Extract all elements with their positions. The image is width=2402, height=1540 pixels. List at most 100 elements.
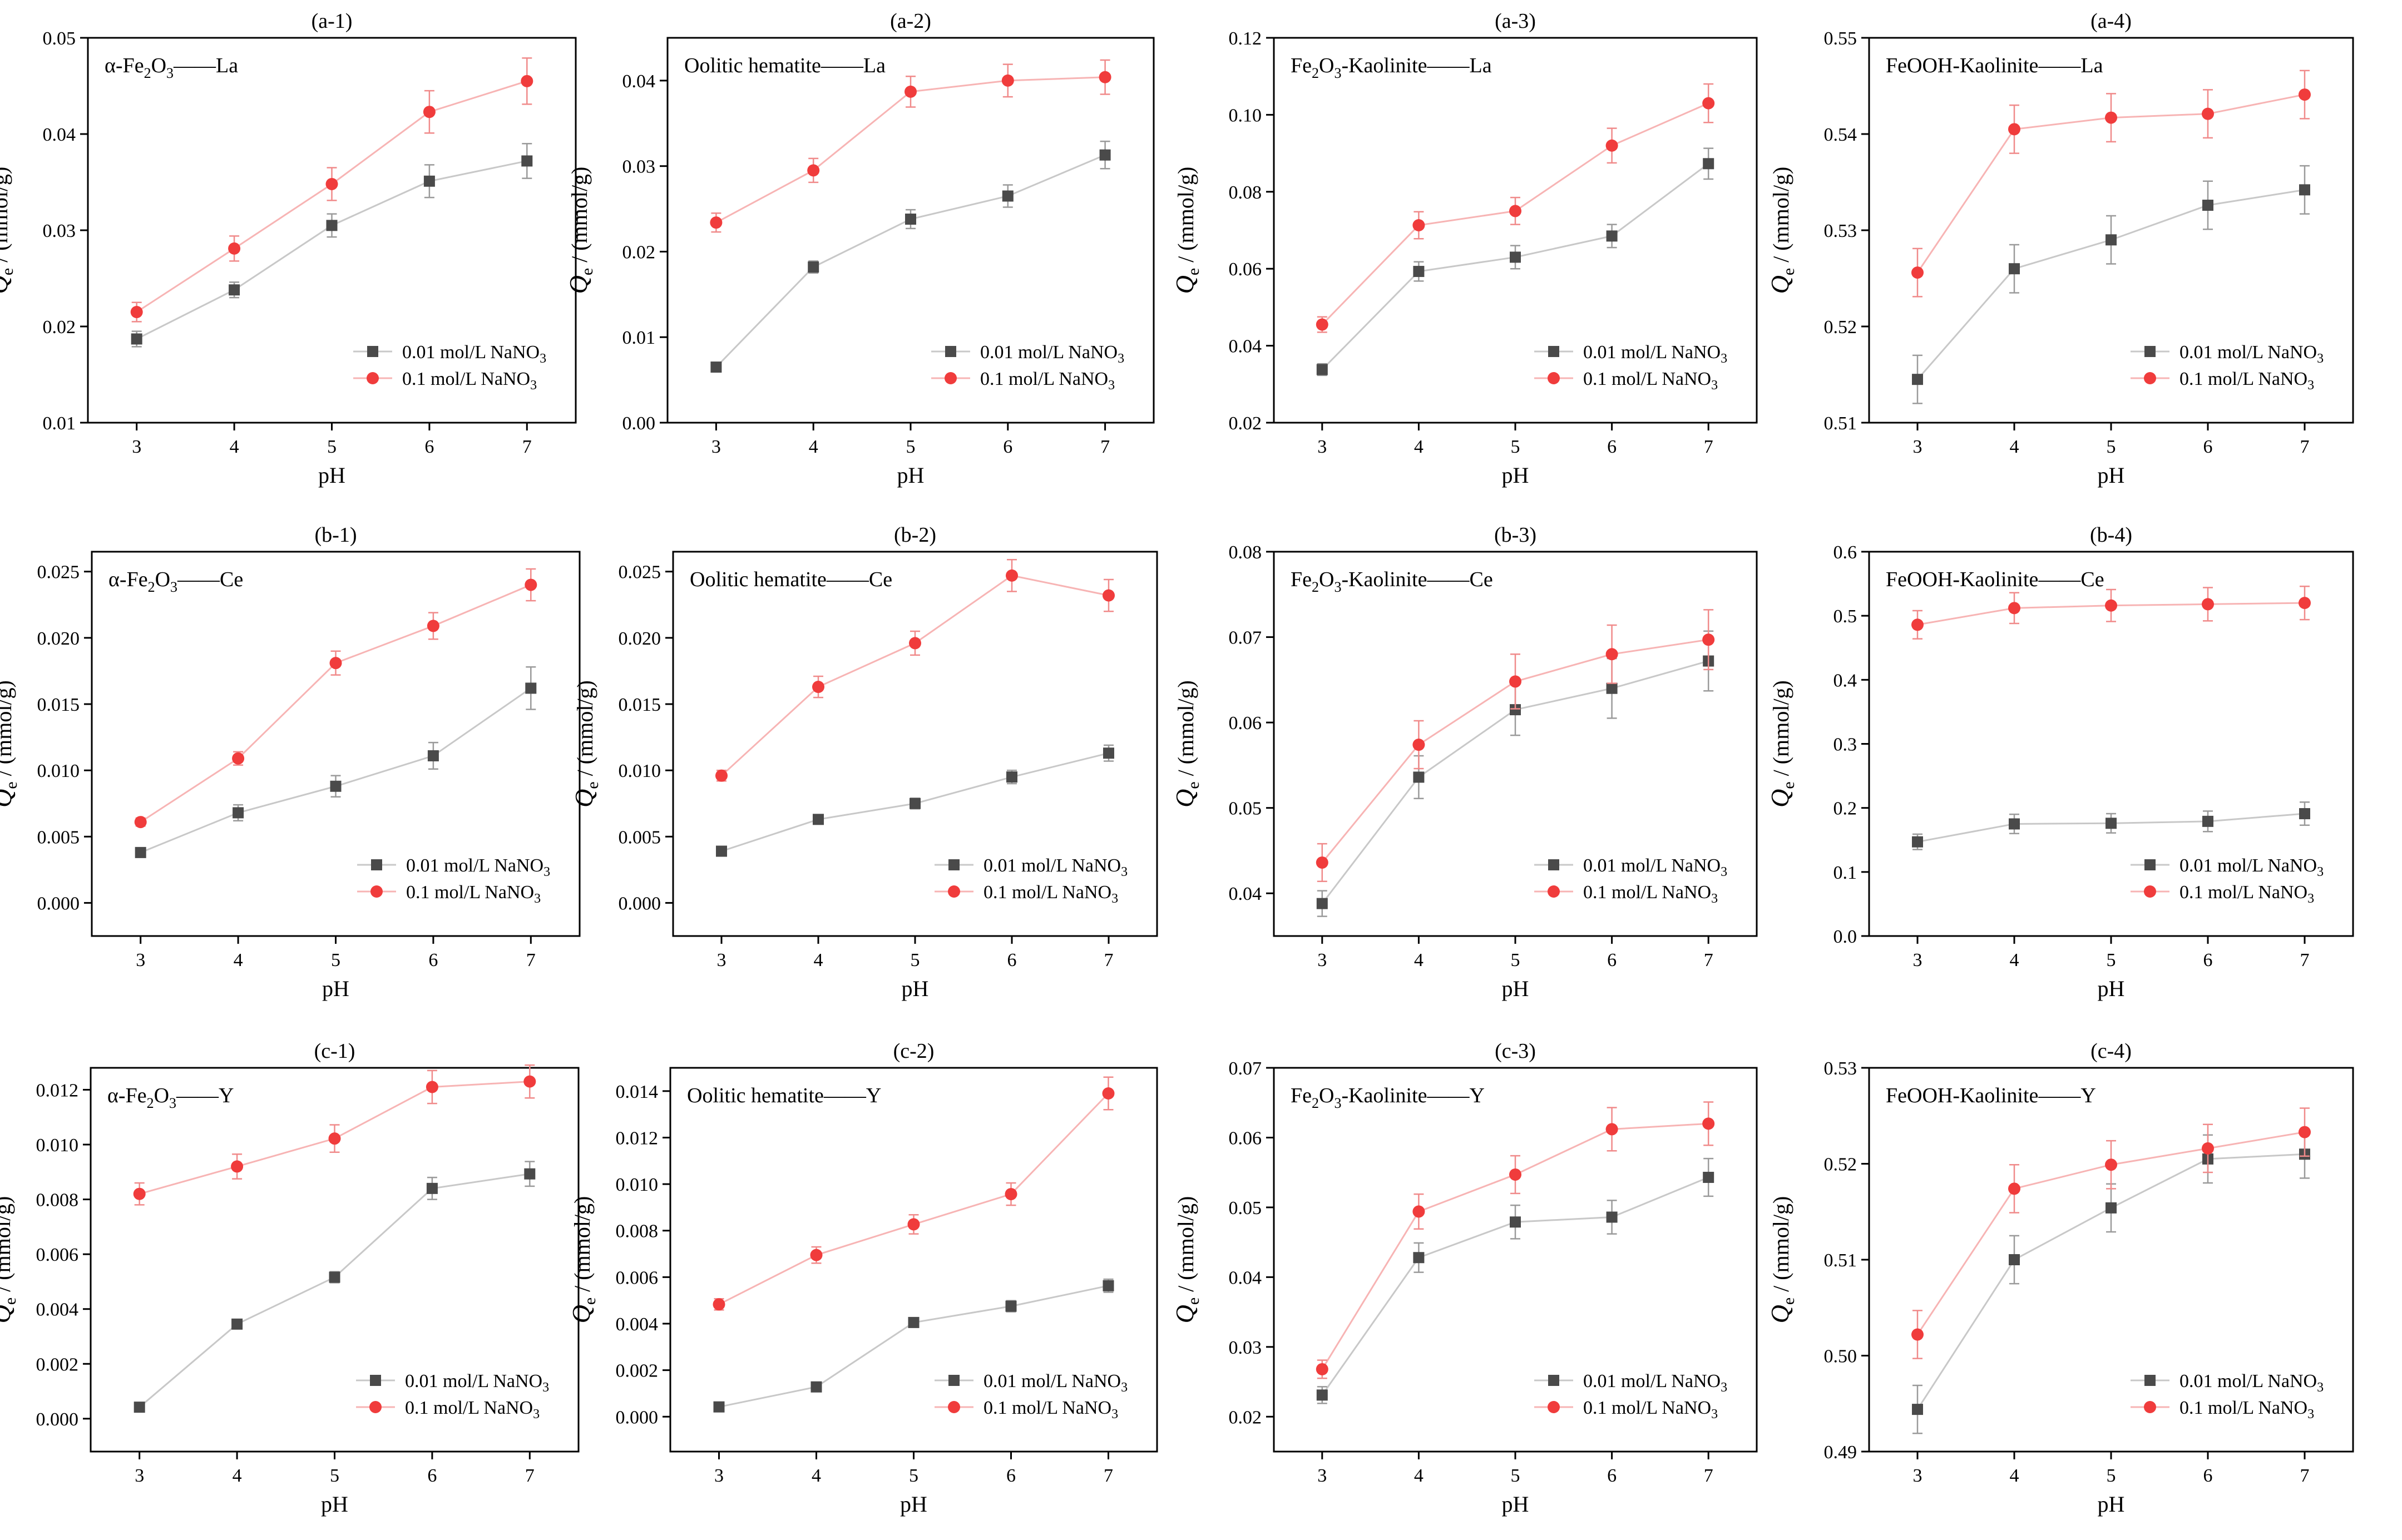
panel-title: (c-1) [314, 1039, 355, 1063]
legend-label: 0.1 mol/L NaNO3 [406, 882, 541, 906]
data-point-square [524, 1168, 536, 1180]
legend-entry-1: 0.1 mol/L NaNO3 [2131, 882, 2314, 906]
y-axis-title: Qe / (mmol/g) [1766, 680, 1798, 808]
y-tick-label: 0.1 [1833, 863, 1857, 883]
data-point-square [521, 155, 533, 167]
y-tick-label: 0.000 [36, 1409, 79, 1430]
x-tick-label: 7 [525, 1465, 535, 1486]
panel-title: (a-3) [1495, 9, 1536, 33]
y-tick-label: 0.53 [1824, 221, 1857, 241]
x-tick-label: 5 [909, 1465, 918, 1486]
data-point-circle [427, 620, 439, 632]
legend-entry-0: 0.01 mol/L NaNO3 [357, 855, 550, 879]
legend-label: 0.01 mol/L NaNO3 [1583, 855, 1727, 879]
x-tick-label: 4 [233, 1465, 242, 1486]
series-1 [715, 559, 1115, 782]
data-point-circle [523, 1075, 536, 1088]
legend-entry-0: 0.01 mol/L NaNO3 [1534, 855, 1727, 879]
panel-label: Fe2O3-Kaolinite——Ce [1291, 568, 1493, 595]
y-tick-label: 0.008 [616, 1221, 659, 1242]
data-point-circle [1316, 1363, 1328, 1375]
data-point-circle [2202, 598, 2214, 611]
y-tick-label: 0.04 [43, 125, 76, 145]
data-point-square [1103, 747, 1114, 759]
x-tick-label: 7 [1704, 950, 1713, 970]
y-tick-label: 0.08 [1229, 542, 1262, 563]
data-point-circle [810, 1249, 823, 1261]
y-tick-label: 0.3 [1833, 735, 1857, 755]
data-point-square [1510, 251, 1521, 263]
series-0 [716, 744, 1114, 857]
y-axis-title: Qe / (mmol/g) [1170, 1196, 1203, 1324]
data-point-square [1103, 1280, 1114, 1291]
data-point-square [905, 214, 916, 225]
legend-marker-square [371, 859, 382, 870]
x-axis-title: pH [321, 1492, 348, 1517]
legend-label: 0.01 mol/L NaNO3 [2179, 855, 2324, 879]
data-point-circle [2008, 1182, 2020, 1195]
y-tick-label: 0.06 [1229, 1128, 1262, 1148]
legend-entry-1: 0.1 mol/L NaNO3 [353, 369, 537, 393]
data-point-circle [2008, 123, 2020, 136]
y-tick-label: 0.025 [619, 562, 661, 583]
series-0 [131, 143, 533, 348]
series-0 [1316, 147, 1714, 377]
data-point-square [1006, 771, 1017, 783]
y-tick-label: 0.02 [1229, 413, 1262, 434]
data-point-square [231, 1318, 243, 1330]
legend-label: 0.01 mol/L NaNO3 [983, 855, 1128, 879]
x-tick-label: 5 [330, 1465, 339, 1486]
panel-label: α-Fe2O3——Y [107, 1084, 234, 1111]
legend-marker-circle [370, 885, 383, 898]
series-1 [713, 1076, 1115, 1311]
legend-marker-circle [367, 372, 379, 384]
legend-label: 0.01 mol/L NaNO3 [1583, 342, 1727, 366]
x-tick-label: 5 [2107, 1465, 2116, 1486]
data-point-circle [1412, 739, 1425, 751]
y-tick-label: 0.03 [622, 157, 656, 177]
panel-label: Fe2O3-Kaolinite——Y [1291, 1084, 1485, 1111]
x-axis-title: pH [1502, 463, 1529, 488]
data-point-square [810, 1381, 822, 1393]
x-tick-label: 6 [428, 950, 438, 970]
panel-label: FeOOH-Kaolinite——Ce [1886, 568, 2104, 591]
y-axis-title: Qe / (mmol/g) [0, 167, 17, 294]
y-tick-label: 0.006 [616, 1267, 659, 1288]
legend-entry-1: 0.1 mol/L NaNO3 [2131, 1398, 2314, 1422]
panel-label: Oolitic hematite——La [684, 54, 886, 77]
data-point-circle [231, 1160, 244, 1173]
y-tick-label: 0.004 [36, 1300, 79, 1320]
data-point-circle [2299, 597, 2311, 610]
data-point-circle [1005, 1188, 1017, 1201]
y-tick-label: 0.004 [616, 1314, 659, 1335]
y-tick-label: 0.4 [1833, 670, 1857, 691]
y-tick-label: 0.01 [43, 413, 76, 434]
y-tick-label: 0.000 [37, 893, 80, 914]
legend-marker-square [2144, 859, 2156, 870]
y-tick-label: 0.005 [37, 827, 80, 848]
data-point-square [1413, 1252, 1425, 1264]
data-point-circle [1605, 139, 1618, 152]
data-point-circle [228, 242, 241, 255]
data-point-circle [130, 306, 143, 319]
data-point-square [427, 750, 439, 761]
legend-entry-1: 0.1 mol/L NaNO3 [1534, 1398, 1718, 1422]
y-tick-label: 0.015 [619, 695, 661, 715]
data-point-square [2009, 818, 2020, 830]
legend-entry-0: 0.01 mol/L NaNO3 [1534, 1371, 1727, 1395]
data-point-square [713, 1401, 725, 1413]
x-axis-title: pH [1502, 1492, 1529, 1517]
x-tick-label: 5 [1511, 437, 1520, 457]
series-0 [135, 666, 537, 858]
x-axis-title: pH [900, 1492, 927, 1517]
legend-label: 0.1 mol/L NaNO3 [2179, 369, 2314, 393]
chart-panel-b-1: (b-1) α-Fe2O3——Ce 3 4 5 6 7 0.000 0.005 0.010 0.01… [0, 523, 581, 1001]
y-tick-label: 0.002 [36, 1354, 79, 1375]
panel-title: (c-3) [1495, 1039, 1536, 1063]
x-tick-label: 5 [911, 950, 920, 970]
legend-entry-0: 0.01 mol/L NaNO3 [356, 1371, 549, 1395]
x-tick-label: 4 [814, 950, 823, 970]
x-tick-label: 5 [906, 437, 916, 457]
x-tick-label: 4 [1414, 950, 1424, 970]
x-tick-label: 3 [1913, 1465, 1922, 1486]
